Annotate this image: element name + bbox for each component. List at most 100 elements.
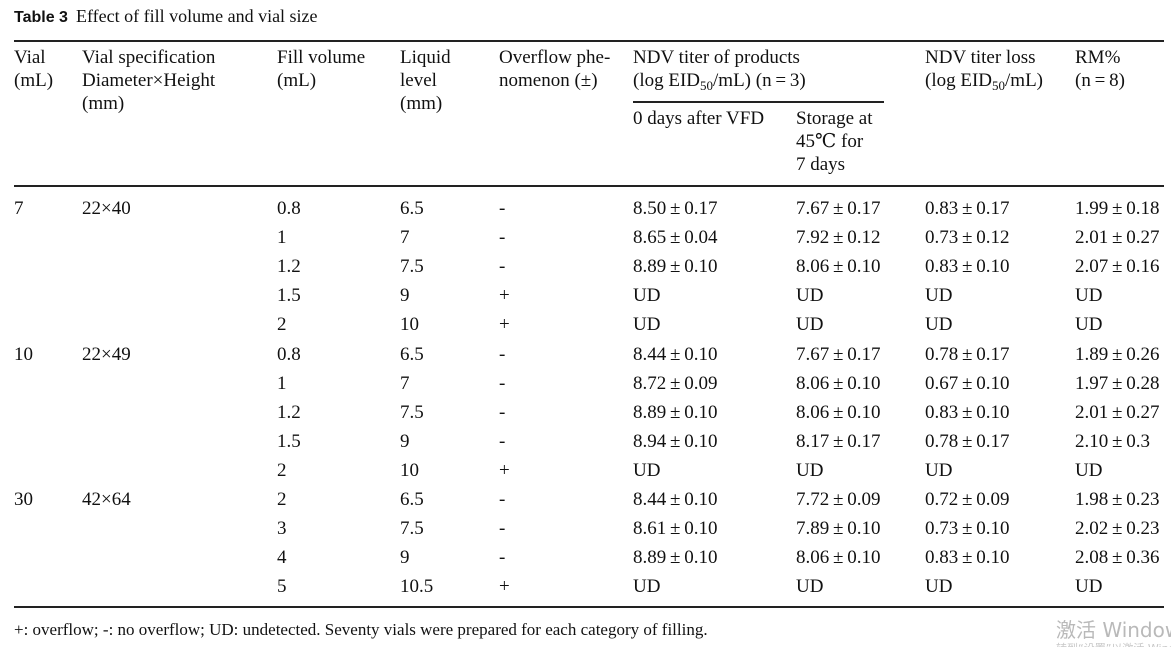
cell-titer-day0: UD [633,285,661,307]
cell-titer-day0: 8.89 ± 0.10 [633,547,718,569]
cell-liquid-level: 7 [400,372,410,394]
cell-titer-storage: 7.67 ± 0.17 [796,198,881,219]
cell-titer-storage: 7.67 ± 0.17 [796,343,881,365]
cell-vial: 7 [14,198,24,219]
activation-watermark-subtitle: 转到“设置”以激活 Windows。 [1056,640,1171,647]
cell-overflow: - [499,372,506,394]
cell-titer-loss: 0.67 ± 0.10 [925,372,1010,394]
cell-rm: 1.89 ± 0.26 [1075,343,1160,365]
cell-spec: 42×64 [82,489,131,510]
header-storage: Storage at 45℃ for 7 days [796,108,873,175]
cell-titer-loss: 0.83 ± 0.10 [925,547,1010,569]
cell-overflow: - [499,547,506,569]
cell-fill-volume: 3 [277,518,287,540]
header-ndv-titer: NDV titer of products (log EID50/mL) (n … [633,47,806,93]
cell-rm: UD [1075,576,1103,598]
cell-titer-loss: 0.73 ± 0.10 [925,518,1010,540]
cell-titer-loss: UD [925,285,953,307]
cell-liquid-level: 10 [400,459,419,481]
cell-liquid-level: 6.5 [400,343,424,365]
cell-overflow: - [499,518,506,540]
cell-liquid-level: 9 [400,430,410,452]
header-overflow: Overflow phe-nomenon (±) [499,47,611,91]
cell-titer-day0: UD [633,314,661,336]
cell-titer-storage: 8.06 ± 0.10 [796,256,881,278]
table-label: Table 3 [14,9,68,26]
cell-rm: 2.01 ± 0.27 [1075,227,1160,249]
cell-fill-volume: 1.5 [277,285,301,307]
header-fill-volume: Fill volume (mL) [277,47,366,91]
cell-titer-loss: 0.78 ± 0.17 [925,343,1010,365]
cell-fill-volume: 2 [277,314,287,336]
cell-overflow: - [499,489,506,510]
cell-rm: 2.08 ± 0.36 [1075,547,1160,569]
cell-liquid-level: 10 [400,314,419,336]
cell-fill-volume: 2 [277,459,287,481]
cell-titer-storage: UD [796,459,824,481]
activation-watermark: 激活 Windows [1056,618,1171,642]
cell-liquid-level: 6.5 [400,489,424,510]
cell-fill-volume: 5 [277,576,287,598]
cell-titer-loss: 0.83 ± 0.10 [925,256,1010,278]
cell-rm: 1.98 ± 0.23 [1075,489,1160,510]
cell-rm: 2.07 ± 0.16 [1075,256,1160,278]
cell-rm: UD [1075,459,1103,481]
cell-titer-day0: 8.44 ± 0.10 [633,489,718,510]
header-liquid-level: Liquid level (mm) [400,47,451,114]
cell-titer-day0: 8.44 ± 0.10 [633,343,718,365]
cell-vial: 30 [14,489,33,510]
cell-liquid-level: 9 [400,547,410,569]
cell-rm: UD [1075,314,1103,336]
cell-titer-storage: 7.89 ± 0.10 [796,518,881,540]
cell-overflow: + [499,576,510,598]
cell-liquid-level: 9 [400,285,410,307]
cell-titer-day0: 8.61 ± 0.10 [633,518,718,540]
cell-fill-volume: 1.2 [277,401,301,423]
cell-rm: UD [1075,285,1103,307]
header-sub-rule [633,101,884,103]
cell-liquid-level: 7 [400,227,410,249]
cell-rm: 2.02 ± 0.23 [1075,518,1160,540]
cell-overflow: + [499,314,510,336]
cell-titer-loss: UD [925,459,953,481]
cell-titer-loss: 0.78 ± 0.17 [925,430,1010,452]
top-rule [14,40,1164,42]
cell-titer-storage: 8.17 ± 0.17 [796,430,881,452]
cell-fill-volume: 0.8 [277,343,301,365]
header-day0: 0 days after VFD [633,108,765,129]
header-rm: RM% (n = 8) [1075,47,1125,91]
cell-titer-storage: UD [796,314,824,336]
cell-fill-volume: 1.2 [277,256,301,278]
cell-rm: 2.01 ± 0.27 [1075,401,1160,423]
cell-titer-loss: UD [925,576,953,598]
cell-titer-loss: 0.72 ± 0.09 [925,489,1010,510]
cell-fill-volume: 0.8 [277,198,301,219]
cell-titer-day0: 8.89 ± 0.10 [633,401,718,423]
cell-overflow: - [499,256,506,278]
cell-titer-day0: 8.65 ± 0.04 [633,227,718,249]
header-titer-loss: NDV titer loss (log EID50/mL) [925,47,1044,93]
cell-liquid-level: 6.5 [400,198,424,219]
cell-titer-loss: 0.73 ± 0.12 [925,227,1010,249]
cell-rm: 1.97 ± 0.28 [1075,372,1160,394]
cell-overflow: + [499,459,510,481]
cell-fill-volume: 1.5 [277,430,301,452]
cell-titer-storage: 7.72 ± 0.09 [796,489,881,510]
cell-titer-loss: UD [925,314,953,336]
bottom-rule [14,606,1164,608]
cell-titer-storage: 8.06 ± 0.10 [796,401,881,423]
cell-fill-volume: 1 [277,372,287,394]
header-vial-spec: Vial specification Diameter×Height (mm) [82,47,216,114]
cell-rm: 2.10 ± 0.3 [1075,430,1151,452]
cell-titer-storage: 8.06 ± 0.10 [796,547,881,569]
cell-fill-volume: 2 [277,489,287,510]
table-title: Effect of fill volume and vial size [75,6,318,26]
cell-titer-day0: 8.89 ± 0.10 [633,256,718,278]
header-bottom-rule [14,185,1164,187]
cell-overflow: - [499,227,506,249]
cell-spec: 22×49 [82,343,131,365]
cell-titer-storage: 8.06 ± 0.10 [796,372,881,394]
cell-overflow: - [499,430,506,452]
cell-overflow: - [499,343,506,365]
cell-titer-storage: 7.92 ± 0.12 [796,227,881,249]
